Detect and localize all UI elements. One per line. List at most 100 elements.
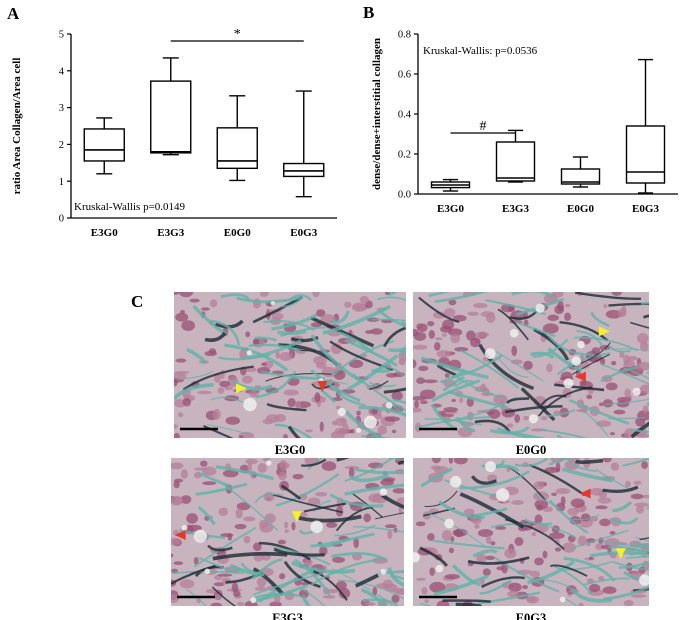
lumen-spot [243,397,257,412]
collagen-fiber [182,365,254,391]
cell-cluster [635,361,649,371]
cell-cluster [599,518,611,527]
cell-cluster [171,568,178,573]
collagen-fiber [570,529,629,549]
collagen-fiber [259,541,311,561]
cell-cluster [591,347,601,354]
cell-cluster [617,308,627,318]
collagen-fiber [494,556,560,593]
collagen-fiber [472,549,498,558]
cell-cluster [496,566,505,571]
cell-cluster [578,602,584,606]
collagen-fiber [546,409,576,417]
y-axis-title: ratio Area Collagen/Area cell [11,58,23,195]
cell-cluster [454,528,464,538]
cell-cluster [222,469,239,478]
cell-cluster [200,307,210,311]
cell-cluster [239,435,244,438]
collagen-fiber [629,549,649,556]
lumen-spot [193,529,207,543]
collagen-fiber [416,416,492,429]
collagen-fiber [559,320,609,342]
collagen-fiber [504,405,563,414]
cell-cluster [186,513,199,524]
collagen-fiber [622,458,649,467]
collagen-fiber [313,570,348,601]
cell-cluster [625,480,631,488]
cell-cluster [348,359,364,369]
cell-cluster [212,408,221,420]
collagen-fiber [568,398,630,425]
collagen-fiber [495,350,544,382]
micrograph-e3g3 [171,458,404,606]
collagen-fiber [515,297,565,317]
collagen-fiber [310,532,375,548]
cell-cluster [385,373,398,378]
panel-letter-a: A [7,4,20,23]
collagen-fiber [566,458,597,473]
cell-cluster [642,405,649,414]
collagen-fiber [646,402,649,407]
cell-cluster [542,323,559,334]
cell-cluster [534,514,543,524]
cell-cluster [495,526,507,530]
collagen-fiber [630,421,649,438]
cell-cluster [602,586,617,594]
collagen-fiber [548,335,595,356]
collagen-fiber [207,423,249,435]
cell-cluster [174,432,180,438]
cell-cluster [451,398,456,403]
cell-cluster [249,390,259,398]
cell-cluster [418,365,429,372]
cell-cluster [598,402,604,407]
collagen-fiber [204,331,227,342]
collagen-fiber [479,579,512,595]
box-e3g3 [150,57,192,156]
cell-cluster [640,384,649,394]
micrograph-caption: E0G3 [516,611,547,620]
lumen-spot [270,301,275,306]
cell-cluster [384,524,397,529]
collagen-fiber [432,539,505,550]
cell-cluster [349,429,355,434]
cell-cluster [180,495,192,504]
collagen-fiber [440,368,466,384]
cell-cluster [565,303,571,308]
cell-cluster [622,354,631,365]
collagen-fiber [511,292,555,300]
collagen-fiber [275,473,340,507]
lumen-spot [485,461,497,473]
collagen-fiber [274,423,313,438]
x-category-label: E3G3 [502,203,529,215]
cell-cluster [315,309,326,317]
lumen-spot [435,564,444,573]
collagen-fiber [602,485,639,493]
cell-cluster [472,302,488,309]
cell-cluster [514,414,521,423]
collagen-fiber [635,536,649,542]
cell-cluster [506,423,514,428]
cell-cluster [330,431,345,438]
collagen-fiber [419,546,448,567]
cell-cluster [450,333,461,344]
cell-cluster [209,299,218,308]
collagen-fiber [305,434,313,438]
cell-cluster [633,480,642,485]
lumen-spot [413,552,420,563]
lumen-spot [571,356,582,366]
cell-cluster [414,400,420,409]
collagen-fiber [547,347,583,373]
cell-cluster [570,498,585,508]
collagen-fiber [310,369,361,403]
cell-cluster [444,373,450,378]
cell-cluster [432,311,447,319]
x-category-label: E0G0 [567,203,594,215]
arrowhead-red [579,488,591,499]
cell-cluster [466,330,476,341]
cell-cluster [485,555,495,560]
cell-cluster [342,423,349,435]
micrograph-e0g3 [413,458,649,606]
collagen-fiber [251,584,308,603]
collagen-fiber [481,576,525,589]
collagen-fiber [255,370,297,399]
